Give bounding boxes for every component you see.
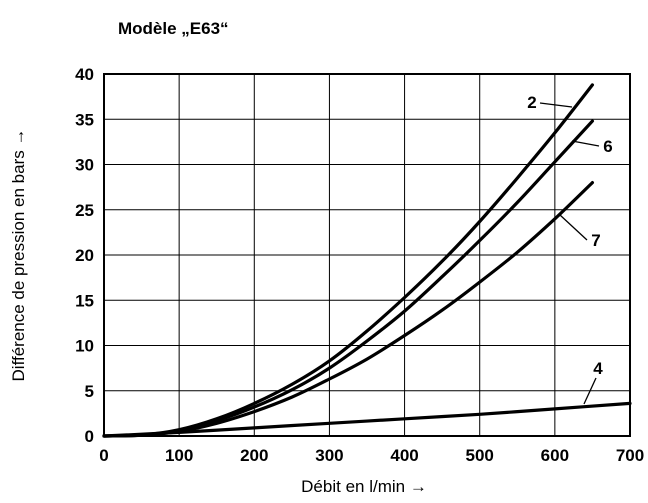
y-axis-label: Différence de pression en bars → [9, 129, 28, 382]
x-tick-label-4: 400 [390, 446, 418, 465]
x-tick-label-2: 200 [240, 446, 268, 465]
y-tick-label-1: 5 [85, 382, 94, 401]
x-tick-label-6: 600 [541, 446, 569, 465]
x-tick-label-7: 700 [616, 446, 644, 465]
series-leader-4 [583, 377, 597, 405]
grid [103, 73, 631, 437]
series-labels: 2 6 7 4 [527, 93, 612, 378]
series-line-6 [102, 119, 594, 438]
x-tick-label-0: 0 [99, 446, 108, 465]
series-label-6: 6 [603, 137, 612, 156]
series-leader-7 [559, 214, 588, 241]
y-tick-label-2: 10 [75, 337, 94, 356]
series-curves [102, 83, 632, 438]
y-tick-labels: 0 5 10 15 20 25 30 35 40 [75, 65, 94, 446]
x-tick-labels: 0 100 200 300 400 500 600 700 [99, 446, 644, 465]
y-tick-label-6: 30 [75, 156, 94, 175]
x-tick-label-1: 100 [165, 446, 193, 465]
series-label-4: 4 [593, 359, 603, 378]
y-tick-label-5: 25 [75, 201, 94, 220]
series-line-7 [102, 181, 594, 438]
y-tick-label-7: 35 [75, 110, 94, 129]
chart-title: Modèle „E63“ [118, 19, 229, 38]
series-leader-2 [539, 102, 573, 108]
plot-frame [103, 73, 631, 437]
x-tick-label-3: 300 [315, 446, 343, 465]
series-line-2 [102, 83, 594, 438]
y-tick-label-0: 0 [85, 427, 94, 446]
x-axis-label: Débit en l/min → [301, 477, 427, 496]
series-label-2: 2 [527, 93, 536, 112]
x-tick-label-5: 500 [466, 446, 494, 465]
series-label-7: 7 [591, 231, 600, 250]
y-tick-label-3: 15 [75, 291, 94, 310]
series-leader-6 [571, 140, 600, 147]
series-label-leaders [539, 102, 600, 405]
series-line-4 [102, 401, 632, 438]
y-tick-label-4: 20 [75, 246, 94, 265]
y-tick-label-8: 40 [75, 65, 94, 84]
